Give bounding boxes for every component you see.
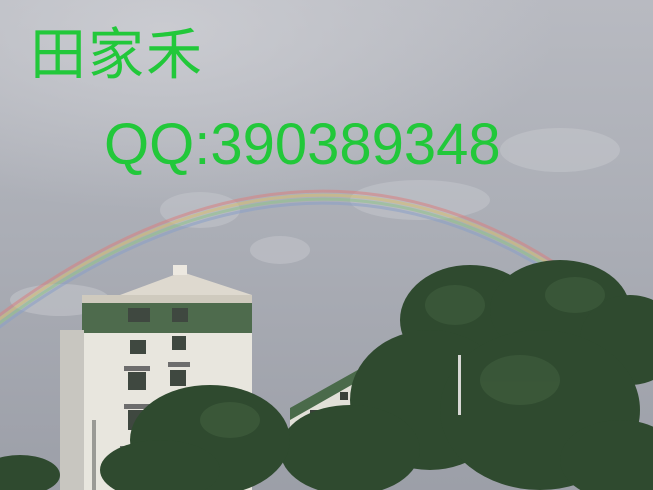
rainbow [0, 189, 581, 329]
tree-highlights [200, 277, 605, 438]
lamp-post [458, 355, 461, 415]
clouds [10, 128, 620, 316]
watermark-name: 田家禾 [30, 23, 204, 88]
watermark-qq: QQ:390389348 [104, 112, 501, 177]
